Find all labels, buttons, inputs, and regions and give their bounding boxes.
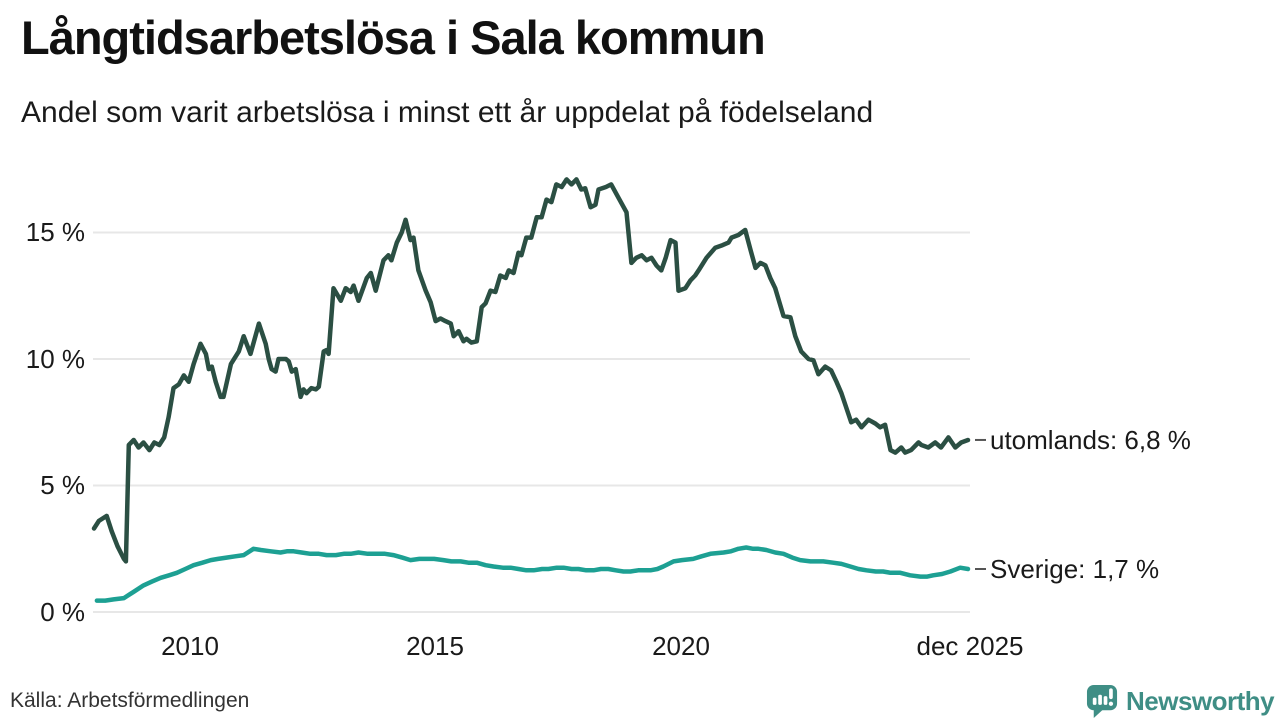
y-axis-label-0: 0 % (40, 597, 85, 627)
x-axis-label-2020: 2020 (652, 631, 710, 661)
newsworthy-wordmark: Newsworthy (1126, 686, 1275, 716)
newsworthy-logo-icon (1086, 685, 1118, 718)
source-note: Källa: Arbetsförmedlingen (10, 689, 250, 712)
y-axis-label-5: 5 % (40, 470, 85, 500)
x-axis-label-2010: 2010 (161, 631, 219, 661)
chart-subtitle: Andel som varit arbetslösa i minst ett å… (21, 96, 874, 129)
chart-title: Långtidsarbetslösa i Sala kommun (21, 11, 766, 64)
y-axis-label-15: 15 % (25, 217, 85, 247)
x-axis-label-2015: 2015 (406, 631, 464, 661)
series-end-label-utomlands: utomlands: 6,8 % (990, 424, 1191, 455)
newsworthy-logo: Newsworthy (1086, 684, 1275, 719)
y-axis-label-10: 10 % (25, 344, 85, 374)
x-axis-label-dec-2025: dec 2025 (916, 631, 1024, 661)
series-end-label-sverige: Sverige: 1,7 % (990, 553, 1160, 584)
